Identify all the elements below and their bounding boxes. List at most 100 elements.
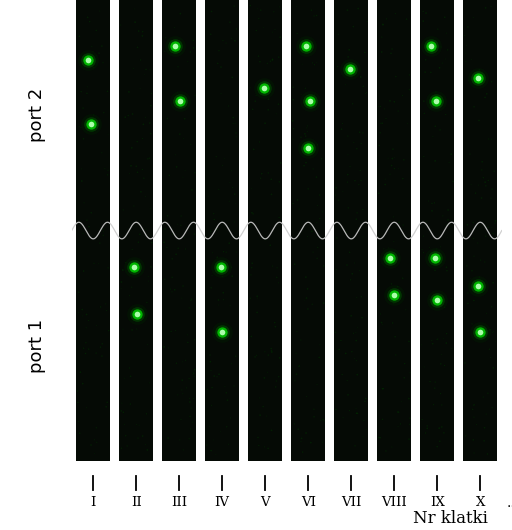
- Point: [209, 209, 218, 218]
- Point: [83, 83, 91, 91]
- Point: [419, 17, 428, 25]
- Point: [167, 327, 175, 335]
- Point: [342, 349, 350, 358]
- Point: [316, 341, 324, 349]
- Text: I: I: [91, 496, 96, 509]
- Point: [394, 422, 402, 430]
- Point: [474, 74, 482, 83]
- Point: [488, 185, 496, 193]
- Bar: [119, 0, 153, 461]
- Point: [102, 306, 111, 315]
- Point: [174, 88, 182, 96]
- Point: [362, 88, 371, 96]
- Point: [146, 129, 155, 138]
- Point: [431, 254, 439, 262]
- Point: [141, 192, 150, 201]
- Point: [477, 256, 485, 264]
- Point: [304, 232, 312, 241]
- Point: [396, 420, 404, 428]
- Point: [270, 7, 278, 16]
- Point: [355, 128, 364, 136]
- Point: [405, 394, 413, 403]
- Point: [480, 437, 488, 445]
- Point: [82, 403, 91, 412]
- Point: [92, 349, 100, 357]
- Point: [138, 32, 146, 40]
- Point: [447, 294, 455, 303]
- Point: [310, 91, 318, 99]
- Point: [380, 104, 389, 113]
- Point: [338, 119, 347, 128]
- Point: [331, 328, 339, 337]
- Point: [390, 299, 398, 308]
- Point: [398, 274, 407, 282]
- Point: [143, 446, 152, 454]
- Point: [267, 426, 275, 435]
- Point: [89, 47, 97, 56]
- Point: [79, 267, 88, 275]
- Point: [461, 49, 470, 57]
- Point: [392, 72, 400, 81]
- Point: [488, 403, 496, 412]
- Point: [212, 153, 220, 161]
- Point: [309, 248, 317, 257]
- Point: [190, 335, 199, 344]
- Point: [486, 354, 495, 362]
- Point: [264, 444, 272, 453]
- Point: [351, 176, 359, 185]
- Point: [482, 309, 490, 317]
- Point: [179, 358, 187, 366]
- Point: [432, 97, 440, 105]
- Point: [378, 119, 386, 128]
- Point: [429, 132, 437, 141]
- Point: [136, 230, 144, 239]
- Point: [230, 190, 239, 198]
- Point: [220, 295, 228, 304]
- Point: [203, 441, 211, 449]
- Text: V: V: [261, 496, 270, 509]
- Point: [349, 100, 357, 108]
- Point: [427, 42, 435, 50]
- Point: [361, 397, 369, 405]
- Point: [273, 263, 281, 272]
- Point: [476, 328, 484, 336]
- Point: [350, 138, 358, 147]
- Point: [442, 29, 451, 38]
- Text: port 1: port 1: [28, 319, 46, 373]
- Point: [428, 207, 436, 215]
- Point: [319, 416, 327, 424]
- Point: [431, 157, 439, 165]
- Point: [439, 334, 447, 342]
- Text: VIII: VIII: [381, 496, 407, 509]
- Point: [78, 177, 86, 186]
- Point: [386, 254, 394, 262]
- Point: [472, 189, 480, 197]
- Point: [176, 97, 184, 105]
- Point: [147, 101, 155, 110]
- Point: [474, 74, 482, 83]
- Point: [434, 334, 442, 343]
- Text: Nr klatki: Nr klatki: [413, 509, 487, 527]
- Point: [130, 263, 138, 272]
- Point: [191, 169, 199, 177]
- Point: [388, 280, 396, 288]
- Point: [187, 296, 195, 305]
- Point: [273, 273, 281, 281]
- Point: [168, 273, 176, 281]
- Point: [386, 254, 394, 262]
- Point: [478, 166, 486, 174]
- Point: [385, 247, 393, 255]
- Text: VI: VI: [301, 496, 316, 509]
- Point: [127, 162, 135, 170]
- Point: [92, 423, 100, 432]
- Point: [177, 212, 185, 220]
- Point: [302, 42, 310, 50]
- Point: [306, 97, 314, 105]
- Point: [303, 294, 311, 302]
- Point: [295, 362, 304, 370]
- Point: [127, 144, 136, 152]
- Point: [160, 343, 168, 351]
- Point: [102, 402, 110, 411]
- Point: [225, 239, 233, 248]
- Point: [125, 87, 133, 96]
